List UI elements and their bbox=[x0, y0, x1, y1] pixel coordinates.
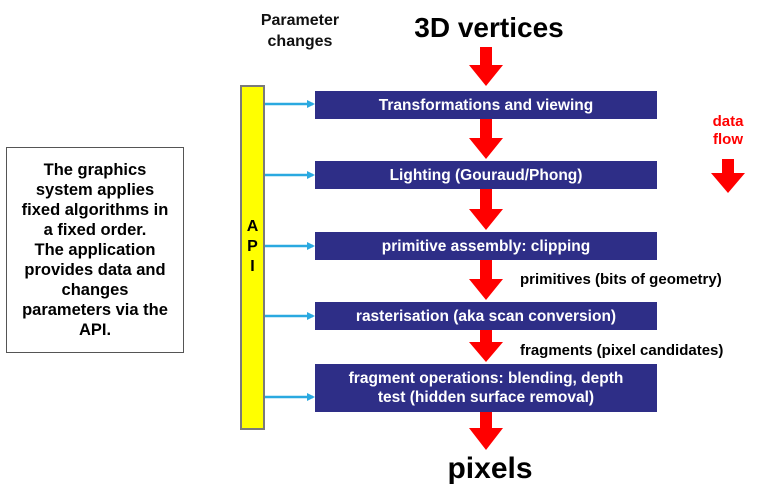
flow-arrow-down-icon bbox=[469, 47, 503, 86]
stage-fragment-operations: fragment operations: blending, depth tes… bbox=[315, 364, 657, 412]
description-text: The graphics system applies fixed algori… bbox=[21, 161, 169, 339]
flow-arrow-down-icon bbox=[469, 260, 503, 300]
parameter-changes-label: Parameter changes bbox=[260, 12, 340, 50]
fragments-label: fragments (pixel candidates) bbox=[520, 342, 724, 359]
stage-rasterisation: rasterisation (aka scan conversion) bbox=[315, 302, 657, 330]
api-bar: A P I bbox=[240, 85, 265, 430]
data-flow-arrow-icon bbox=[711, 159, 745, 193]
primitives-label: primitives (bits of geometry) bbox=[520, 271, 722, 288]
api-letter: P bbox=[247, 238, 258, 255]
api-letter: I bbox=[250, 258, 255, 275]
stage-transformations: Transformations and viewing bbox=[315, 91, 657, 119]
flow-arrow-down-icon bbox=[469, 412, 503, 450]
stage-primitive-assembly: primitive assembly: clipping bbox=[315, 232, 657, 260]
flow-arrow-down-icon bbox=[469, 119, 503, 159]
stage-lighting: Lighting (Gouraud/Phong) bbox=[315, 161, 657, 189]
api-letter: A bbox=[246, 218, 259, 235]
output-label: pixels bbox=[447, 452, 533, 485]
flow-arrow-down-icon bbox=[469, 330, 503, 362]
input-label: 3D vertices bbox=[414, 12, 564, 43]
flow-arrow-down-icon bbox=[469, 189, 503, 230]
description-box: The graphics system applies fixed algori… bbox=[6, 147, 184, 353]
data-flow-label: data flow bbox=[712, 113, 744, 148]
